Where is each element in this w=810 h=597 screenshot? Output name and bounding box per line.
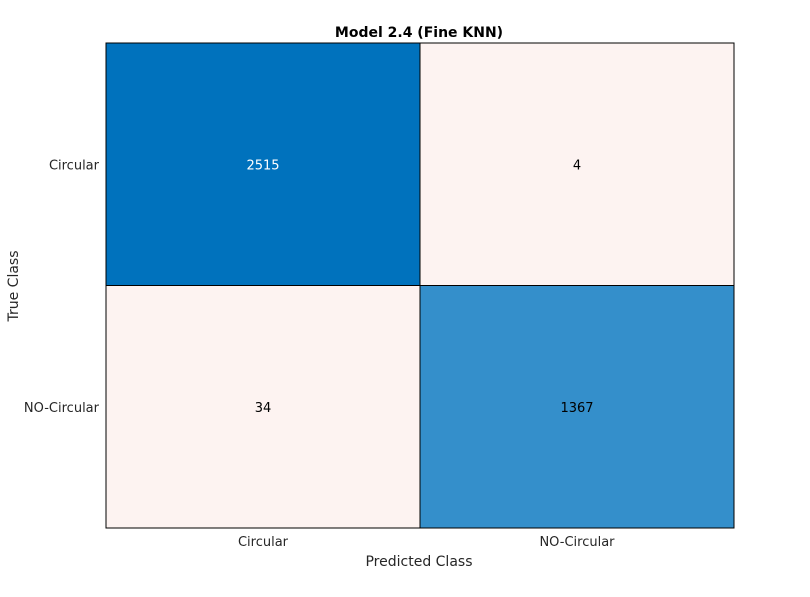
y-axis-ticks: Circular NO-Circular [24, 158, 100, 416]
cell-labels: 2515 4 34 1367 [246, 158, 593, 416]
x-tick-label-1: Circular [238, 535, 289, 550]
y-axis-label: True Class [6, 250, 22, 322]
plot-frame [105, 42, 735, 529]
heatmap-cell-r1-c2 [419, 42, 735, 286]
y-tick-label-2: NO-Circular [24, 401, 100, 416]
x-tick-label-2: NO-Circular [539, 535, 615, 550]
heatmap-cells [105, 42, 735, 529]
heatmap-cell-r2-c2 [419, 285, 735, 529]
heatmap-cell-r2-c1 [105, 285, 421, 529]
cell-value-r2-c2: 1367 [560, 401, 593, 416]
chart-title: Model 2.4 (Fine KNN) [335, 25, 503, 41]
x-axis-ticks: Circular NO-Circular [238, 535, 615, 550]
cell-value-r2-c1: 34 [255, 401, 272, 416]
cell-value-r1-c1: 2515 [246, 158, 279, 173]
y-tick-label-1: Circular [49, 158, 100, 173]
heatmap-cell-r1-c1 [105, 42, 421, 286]
cell-value-r1-c2: 4 [573, 158, 581, 173]
x-axis-label: Predicted Class [365, 554, 472, 570]
